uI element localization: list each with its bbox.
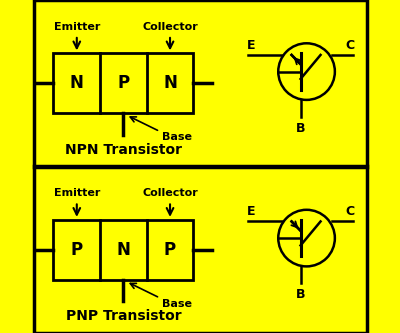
Bar [54,53,193,113]
Text: Emitter: Emitter [54,188,100,198]
Text: Emitter: Emitter [54,22,100,32]
Text: P: P [164,241,176,259]
Text: P: P [117,74,130,92]
Text: Base: Base [162,299,192,309]
Text: PNP Transistor: PNP Transistor [66,309,181,323]
Text: N: N [116,241,130,259]
Text: E: E [247,205,255,218]
Text: Base: Base [162,132,192,142]
Text: C: C [346,205,355,218]
Text: E: E [247,39,255,52]
Text: C: C [346,39,355,52]
Text: N: N [163,74,177,92]
Text: Collector: Collector [142,22,198,32]
Text: NPN Transistor: NPN Transistor [65,143,182,157]
Text: P: P [71,241,83,259]
Text: B: B [296,122,305,135]
Bar [54,220,193,280]
Text: B: B [296,288,305,301]
Text: N: N [70,74,84,92]
Text: Collector: Collector [142,188,198,198]
